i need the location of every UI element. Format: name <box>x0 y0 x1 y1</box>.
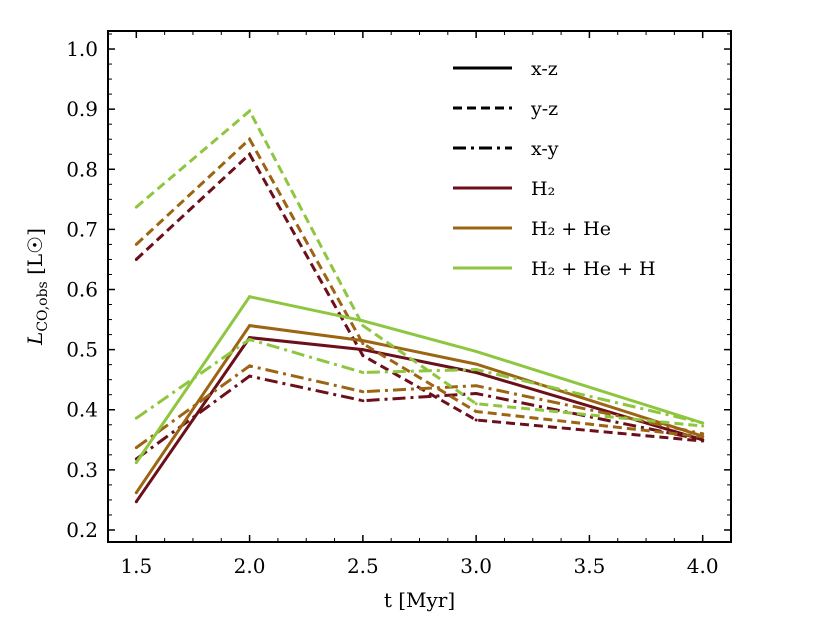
svg-text:LCO,obs [L☉]: LCO,obs [L☉] <box>23 228 51 346</box>
series-line-3 <box>135 323 704 494</box>
x-axis-label: t [Myr] <box>384 588 455 612</box>
data-point-7-3 <box>474 402 478 406</box>
data-point-1-0 <box>134 257 138 261</box>
x-tick-label: 4.0 <box>687 554 719 578</box>
data-point-7-1 <box>248 109 252 113</box>
data-point-5-2 <box>361 390 365 394</box>
data-point-4-1 <box>248 137 252 141</box>
data-point-5-0 <box>134 446 138 450</box>
data-point-4-4 <box>701 435 705 439</box>
y-tick-label: 0.7 <box>66 217 98 241</box>
legend-style-2-label: x-y <box>531 138 559 160</box>
series-line-7 <box>135 108 703 428</box>
data-point-1-3 <box>474 418 478 422</box>
data-point-2-3 <box>474 392 478 396</box>
y-axis-label: LCO,obs [L☉] <box>23 228 51 346</box>
data-point-4-0 <box>134 242 138 246</box>
y-tick-label: 0.3 <box>66 458 98 482</box>
data-point-5-4 <box>701 432 705 436</box>
legend-model-1-label: H₂ + He <box>531 218 611 240</box>
legend-model-0-label: H₂ <box>531 178 555 200</box>
data-point-6-3 <box>474 349 478 353</box>
data-point-2-1 <box>248 374 252 378</box>
data-point-7-0 <box>134 205 138 209</box>
series-line-4 <box>135 136 703 439</box>
data-point-8-1 <box>248 337 252 341</box>
data-point-0-0 <box>134 500 138 504</box>
legend-style-1-label: y-z <box>530 98 558 120</box>
data-point-6-1 <box>248 295 252 299</box>
x-tick-label: 3.0 <box>460 554 492 578</box>
data-point-5-3 <box>474 384 478 388</box>
x-tick-label: 2.0 <box>234 554 266 578</box>
y-tick-label: 0.8 <box>66 157 98 181</box>
data-point-3-3 <box>474 362 478 366</box>
data-point-6-2 <box>361 319 365 323</box>
data-point-1-2 <box>361 354 365 358</box>
series-line-0 <box>135 336 704 503</box>
x-tick-label: 1.5 <box>120 554 152 578</box>
data-point-4-2 <box>361 342 365 346</box>
data-point-8-4 <box>701 421 705 425</box>
plot-area-frame <box>107 30 732 543</box>
data-point-4-3 <box>474 410 478 414</box>
data-point-7-2 <box>361 324 365 328</box>
data-point-3-0 <box>134 491 138 495</box>
y-axis-label-subscript: CO,obs <box>35 281 51 331</box>
data-point-0-2 <box>361 348 365 352</box>
axis-ticks: 1.5 2.0 2.5 3.0 3.5 4.0 0.2 0.3 0.4 0.5 0.6 0.7 0.8 0… <box>66 31 732 578</box>
legend: x-z y-z x-y H₂ H₂ + He H₂ + He + H <box>453 58 656 280</box>
series-line-2 <box>135 374 704 461</box>
data-point-5-1 <box>248 364 252 368</box>
y-tick-label: 0.6 <box>66 278 98 302</box>
sun-symbol: ☉ <box>23 236 47 254</box>
data-point-1-1 <box>248 152 252 156</box>
y-tick-label: 0.9 <box>66 97 98 121</box>
data-point-3-1 <box>248 324 252 328</box>
data-point-0-3 <box>474 370 478 374</box>
data-point-8-0 <box>134 416 138 420</box>
y-tick-label: 0.4 <box>66 398 98 422</box>
data-point-2-4 <box>701 438 705 442</box>
y-tick-label: 0.2 <box>66 518 98 542</box>
x-tick-label: 2.5 <box>347 554 379 578</box>
data-point-2-2 <box>361 399 365 403</box>
data-point-8-2 <box>361 370 365 374</box>
data-point-8-3 <box>474 367 478 371</box>
legend-style-0-label: x-z <box>531 58 558 80</box>
y-tick-label: 0.5 <box>66 338 98 362</box>
series-line-5 <box>135 364 704 449</box>
legend-model-2-label: H₂ + He + H <box>531 258 656 280</box>
series-line-8 <box>135 337 704 425</box>
x-tick-label: 3.5 <box>574 554 606 578</box>
data-point-7-4 <box>701 424 705 428</box>
data-point-6-0 <box>134 461 138 465</box>
y-tick-label: 1.0 <box>66 37 98 61</box>
series-layer <box>134 108 705 504</box>
